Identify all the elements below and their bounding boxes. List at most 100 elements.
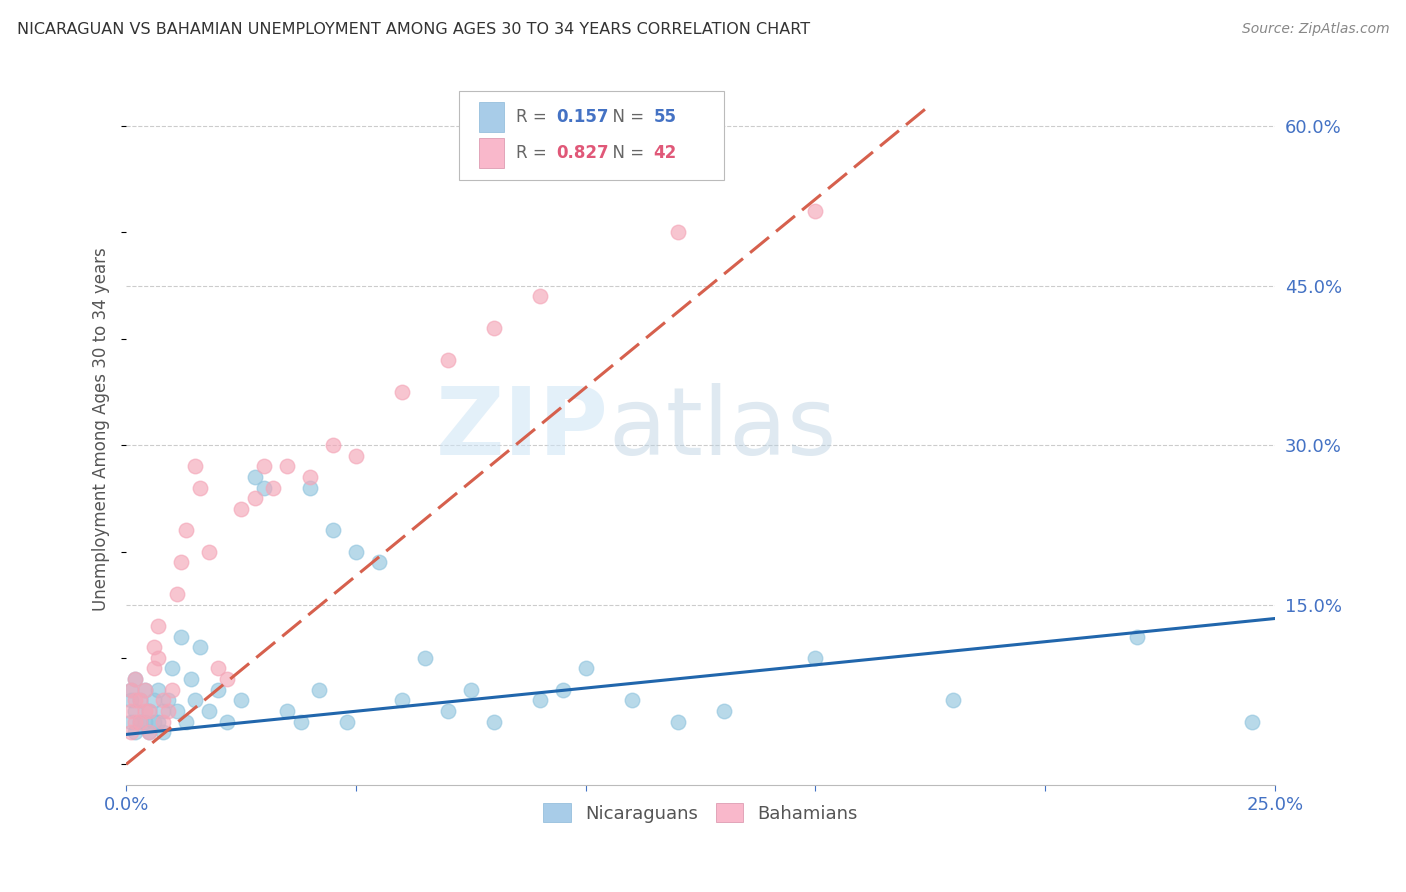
Point [174, 714, 197, 729]
Text: atlas: atlas [609, 384, 837, 475]
Point [129, 693, 152, 707]
Point [666, 714, 689, 729]
Point [120, 714, 142, 729]
Text: ZIP: ZIP [436, 384, 609, 475]
Point [290, 714, 312, 729]
Point [299, 470, 322, 484]
Point [243, 491, 266, 506]
Text: NICARAGUAN VS BAHAMIAN UNEMPLOYMENT AMONG AGES 30 TO 34 YEARS CORRELATION CHART: NICARAGUAN VS BAHAMIAN UNEMPLOYMENT AMON… [17, 22, 810, 37]
Text: N =: N = [602, 145, 650, 162]
Point [188, 640, 211, 655]
Point [120, 704, 142, 718]
Point [129, 714, 152, 729]
Point [217, 714, 239, 729]
Point [299, 481, 322, 495]
Point [148, 650, 170, 665]
Text: R =: R = [516, 145, 551, 162]
Point [207, 682, 229, 697]
Point [166, 587, 188, 601]
Point [124, 704, 146, 718]
Point [231, 693, 253, 707]
Point [482, 321, 505, 335]
Point [529, 289, 551, 303]
Point [804, 204, 827, 219]
Point [124, 725, 146, 739]
Point [437, 353, 460, 368]
Point [152, 704, 174, 718]
Point [124, 672, 146, 686]
Point [152, 725, 174, 739]
Point [129, 714, 152, 729]
Point [308, 682, 330, 697]
Point [276, 459, 298, 474]
Text: R =: R = [516, 108, 551, 127]
Point [138, 704, 160, 718]
Point [336, 714, 359, 729]
Point [188, 481, 211, 495]
Text: Source: ZipAtlas.com: Source: ZipAtlas.com [1241, 22, 1389, 37]
Point [148, 619, 170, 633]
Point [184, 459, 207, 474]
Point [124, 672, 146, 686]
Point [134, 704, 156, 718]
Point [482, 714, 505, 729]
Point [124, 693, 146, 707]
Point [148, 682, 170, 697]
Point [156, 704, 179, 718]
Legend: Nicaraguans, Bahamians: Nicaraguans, Bahamians [536, 796, 865, 830]
Point [134, 682, 156, 697]
FancyBboxPatch shape [460, 91, 724, 180]
Point [1240, 714, 1263, 729]
Point [575, 661, 598, 675]
Point [253, 459, 276, 474]
Point [368, 555, 391, 569]
Point [262, 481, 284, 495]
Point [180, 672, 202, 686]
Point [231, 502, 253, 516]
Point [529, 693, 551, 707]
Point [713, 704, 735, 718]
Point [344, 449, 367, 463]
Text: 55: 55 [654, 108, 676, 127]
Point [138, 704, 160, 718]
Point [166, 704, 188, 718]
Point [322, 523, 344, 537]
Point [207, 661, 229, 675]
Point [437, 704, 460, 718]
Point [322, 438, 344, 452]
Bar [479, 138, 505, 169]
Point [253, 481, 276, 495]
Point [666, 226, 689, 240]
Point [1126, 630, 1149, 644]
Text: N =: N = [602, 108, 650, 127]
Point [156, 693, 179, 707]
Point [184, 693, 207, 707]
Point [551, 682, 574, 697]
Point [142, 693, 165, 707]
Point [620, 693, 643, 707]
Point [162, 661, 184, 675]
Point [217, 672, 239, 686]
Point [170, 555, 193, 569]
Point [170, 630, 193, 644]
Point [138, 725, 160, 739]
Point [391, 384, 413, 399]
Text: 0.157: 0.157 [555, 108, 609, 127]
Point [148, 714, 170, 729]
Point [120, 725, 142, 739]
Point [152, 693, 174, 707]
Point [129, 693, 152, 707]
Point [198, 704, 221, 718]
Point [124, 714, 146, 729]
Point [804, 650, 827, 665]
Point [134, 682, 156, 697]
Point [413, 650, 436, 665]
Point [174, 523, 197, 537]
Point [120, 693, 142, 707]
Point [243, 470, 266, 484]
Point [134, 714, 156, 729]
Text: 0.827: 0.827 [555, 145, 609, 162]
Point [138, 725, 160, 739]
Point [142, 661, 165, 675]
Point [344, 544, 367, 558]
